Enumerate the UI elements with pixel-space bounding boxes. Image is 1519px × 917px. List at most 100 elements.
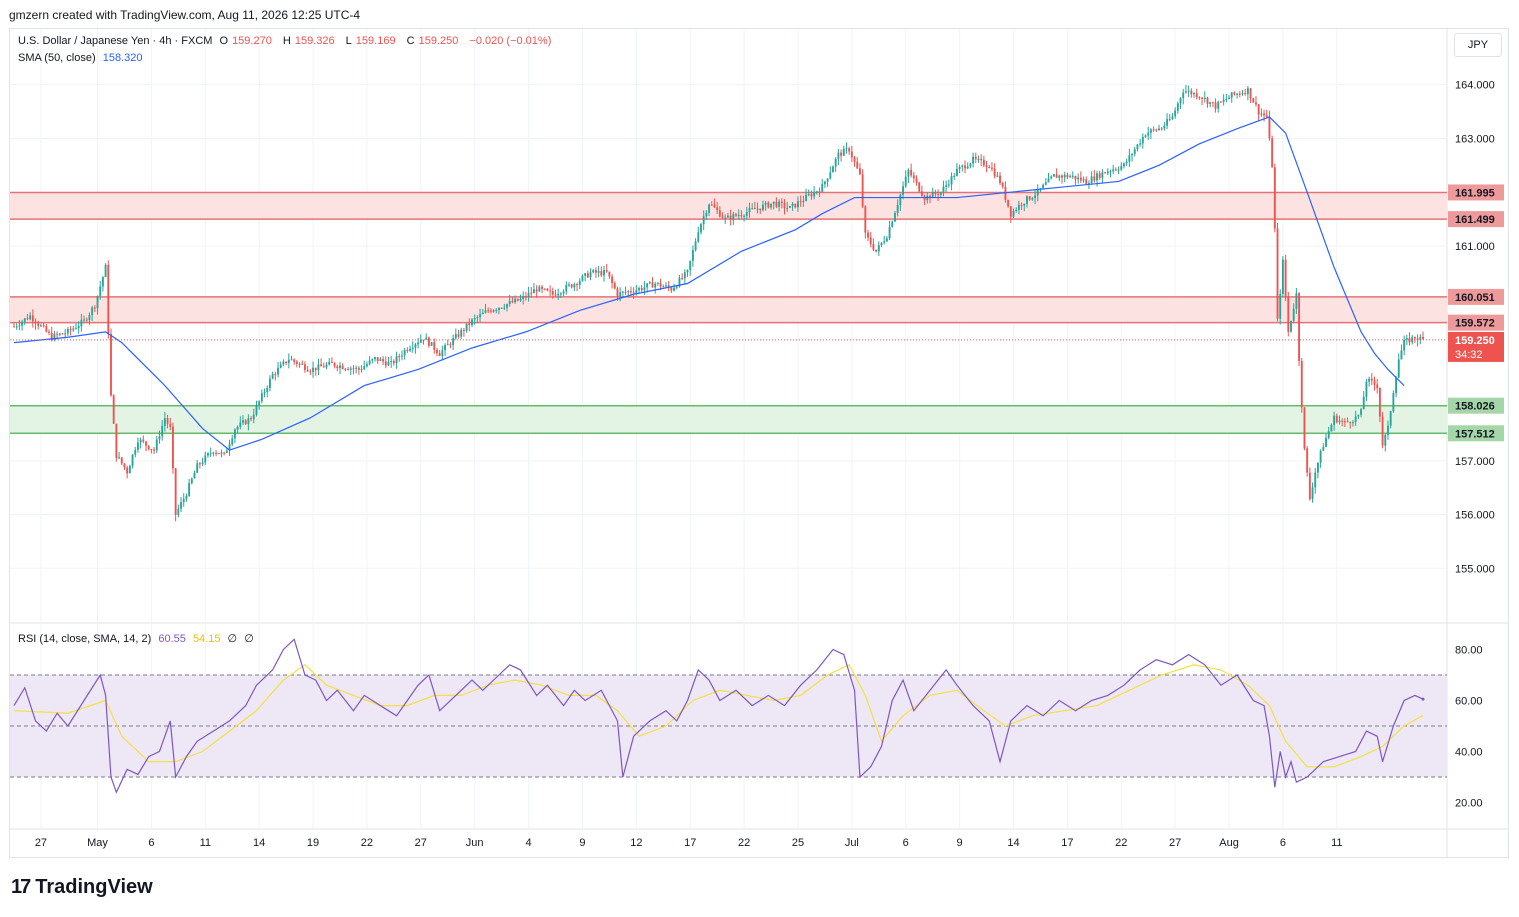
candle-body [813,191,816,197]
candle-body [277,367,279,375]
symbol-label[interactable]: U.S. Dollar / Japanese Yen · 4h · FXCM [18,35,213,47]
candle-body [419,339,422,343]
candle-body [945,185,948,187]
rsi-value: 60.55 [158,633,186,645]
candle-body [562,291,565,294]
rsi-label[interactable]: RSI (14, close, SMA, 14, 2) [18,633,152,645]
candle-body [42,325,45,327]
candle-body [867,232,869,238]
candle-body [457,334,460,337]
candle-body [401,355,403,357]
candle-body [648,282,651,284]
rsi-last-point [1421,697,1425,701]
candle-body [549,290,552,292]
price-tick-label: 155.000 [1455,563,1495,575]
candle-body [104,264,107,278]
candle-body [1400,350,1403,360]
candle-body [964,165,966,169]
candle-body [190,478,193,484]
time-tick-label: 22 [361,837,373,849]
candle-body [1422,336,1424,340]
candle-body [330,361,333,363]
zone-price-tag [1448,397,1504,414]
candle-body [446,344,449,346]
candle-body [1079,177,1082,181]
candle-body [188,483,191,496]
candle-body [958,166,961,169]
candle-body [163,418,166,426]
candle-body [557,293,560,296]
candle-body [522,295,525,299]
candle-body [271,374,274,379]
candle-body [1058,175,1061,178]
candle-body [260,393,263,402]
zone-price-label: 161.995 [1455,187,1495,199]
candle-body [236,426,239,430]
tradingview-logo[interactable]: 17 TradingView [11,876,153,898]
price-tick-label: 164.000 [1455,80,1495,92]
candle-body [1392,393,1395,412]
candle-body [1023,203,1026,206]
candle-body [279,364,282,368]
candle-body [918,182,921,192]
candle-body [1034,195,1036,199]
candle-body [554,294,557,296]
candle-body [169,423,172,427]
candle-body [403,350,406,356]
candle-body [991,167,993,169]
candle-body [1360,409,1362,415]
candle-body [1327,431,1330,438]
candle-body [436,349,438,354]
candle-body [985,165,988,167]
close-label: C [406,35,415,47]
candle-body [349,368,352,370]
candle-body [409,348,411,351]
candle-body [624,291,627,293]
candle-body [1206,97,1209,104]
zone-price-label: 158.026 [1455,401,1495,413]
currency-selector[interactable]: JPY [1454,33,1502,57]
candle-body [217,453,220,455]
candle-body [837,152,840,159]
candle-body [993,168,996,177]
candle-body [85,319,88,321]
candle-body [1009,206,1012,217]
rsi-tick-label: 60.00 [1455,696,1483,708]
candle-body [220,452,223,454]
candle-body [258,401,261,406]
candle-body [50,332,53,340]
candle-body [182,498,185,503]
candle-body [705,212,708,217]
candle-body [344,368,347,370]
candle-body [961,165,964,167]
candle-body [1020,204,1023,206]
candle-body [1015,209,1018,211]
rsi-ma-line [13,664,1424,768]
candle-body [1128,155,1131,162]
candle-body [1026,196,1028,204]
candle-body [861,174,864,207]
sma-label[interactable]: SMA (50, close) [18,52,96,64]
candle-body [791,203,794,207]
candle-body [1376,384,1379,389]
candle-body [541,286,543,289]
candle-body [840,152,843,156]
candle-body [1201,97,1204,100]
candle-body [352,368,355,370]
candle-body [869,237,872,245]
candle-body [1101,172,1104,178]
candle-body [215,452,217,454]
candle-body [516,298,519,301]
candle-body [681,277,684,279]
candle-body [1295,293,1298,309]
candle-body [115,423,118,459]
candle-body [689,260,692,271]
candle-body [1017,204,1020,210]
candle-body [619,292,622,297]
candle-body [21,321,24,326]
candle-body [1265,115,1268,117]
candle-body [301,363,304,365]
candle-body [355,367,358,369]
candle-body [360,369,363,371]
